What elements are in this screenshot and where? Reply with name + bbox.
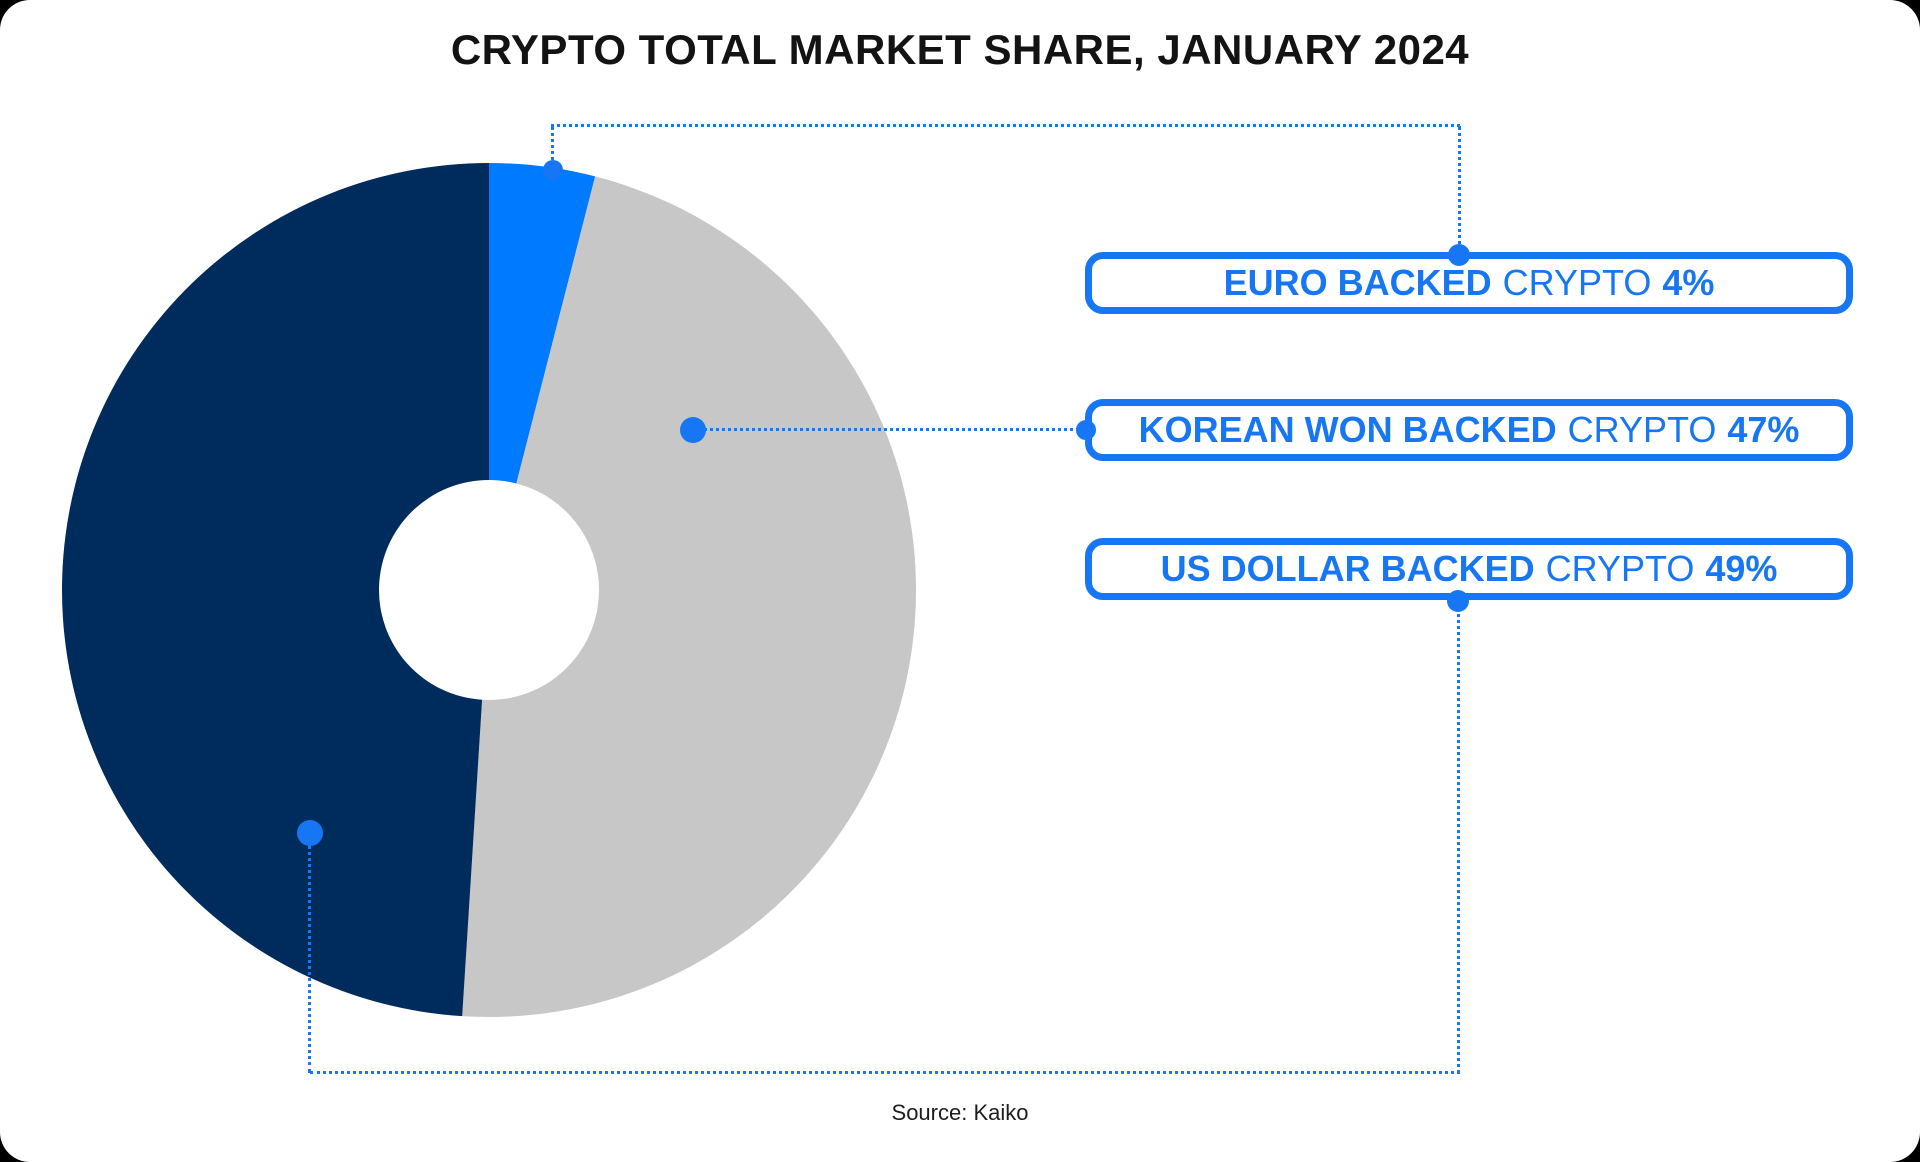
label-usd-value: 49% <box>1705 548 1778 589</box>
usd-connector-line-across <box>310 1071 1460 1074</box>
label-euro-bold: EURO BACKED <box>1223 262 1492 303</box>
won-connector-line <box>693 428 1085 431</box>
euro-connector-line-across <box>551 124 1460 127</box>
label-won-value: 47% <box>1727 409 1800 450</box>
source-note: Source: Kaiko <box>891 1100 1029 1125</box>
label-usd-regular: CRYPTO <box>1545 548 1695 589</box>
donut-segment-euro-backed-crypto <box>489 163 596 484</box>
chart-title: CRYPTO TOTAL MARKET SHARE, JANUARY 2024 <box>450 26 1470 73</box>
won-box-dot <box>1076 420 1096 440</box>
euro-wedge-dot <box>543 160 563 180</box>
won-segment-dot <box>680 417 706 443</box>
label-box-usd: US DOLLAR BACKED CRYPTO 49% <box>1085 538 1853 600</box>
label-box-won: KOREAN WON BACKED CRYPTO 47% <box>1085 399 1853 461</box>
label-won-regular: CRYPTO <box>1567 409 1717 450</box>
label-box-euro: EURO BACKED CRYPTO 4% <box>1085 252 1853 314</box>
donut-segment-korean-won-backed-crypto <box>462 176 916 1017</box>
usd-box-dot <box>1447 590 1469 612</box>
euro-connector-line-up <box>551 126 554 168</box>
euro-connector-line-down <box>1458 126 1461 252</box>
label-won-bold: KOREAN WON BACKED <box>1138 409 1557 450</box>
donut-segment-us-dollar-backed-crypto <box>62 162 489 1017</box>
usd-segment-dot <box>297 820 323 846</box>
euro-box-dot <box>1448 244 1470 266</box>
label-euro-regular: CRYPTO <box>1502 262 1652 303</box>
usd-connector-line-up <box>308 845 311 1073</box>
usd-connector-line-down <box>1457 601 1460 1073</box>
label-euro-value: 4% <box>1662 262 1715 303</box>
label-usd-bold: US DOLLAR BACKED <box>1160 548 1535 589</box>
